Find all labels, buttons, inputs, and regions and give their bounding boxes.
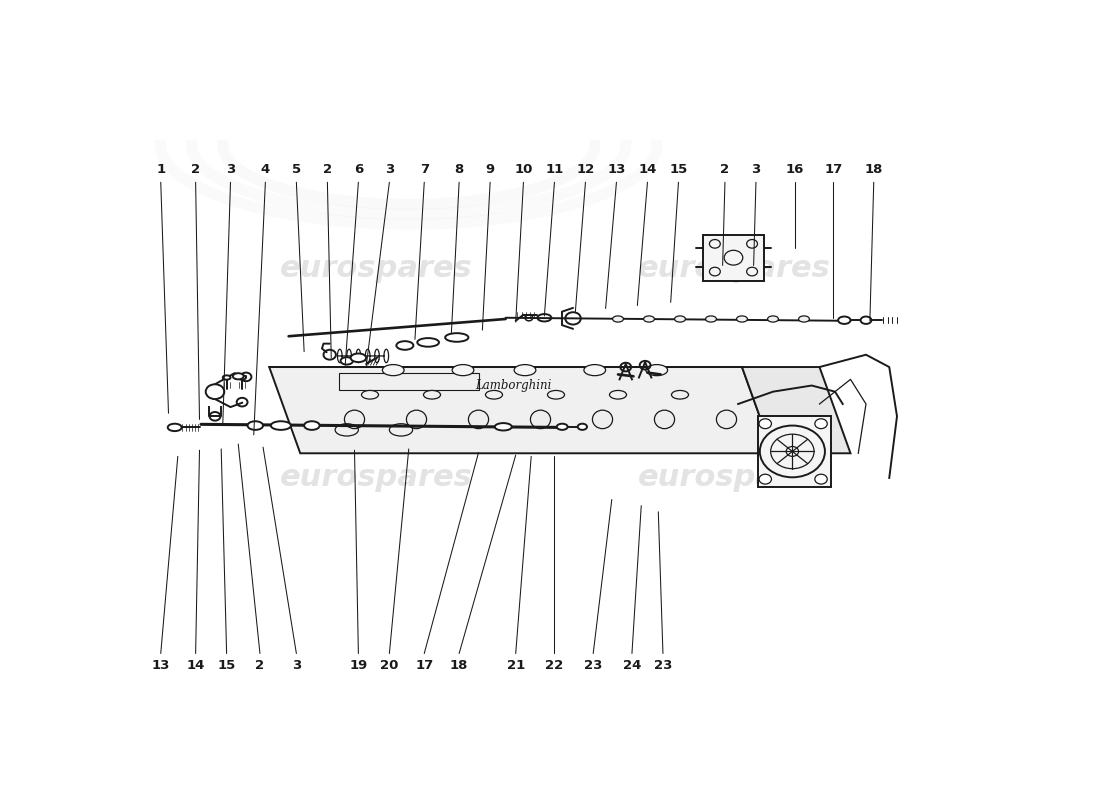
Text: 5: 5: [292, 163, 301, 177]
Bar: [339, 373, 478, 390]
Text: 18: 18: [865, 163, 883, 177]
Text: 11: 11: [546, 163, 563, 177]
Text: 3: 3: [751, 163, 760, 177]
Ellipse shape: [239, 375, 246, 380]
Ellipse shape: [341, 357, 353, 365]
Ellipse shape: [768, 316, 779, 322]
Text: 17: 17: [415, 659, 433, 672]
Ellipse shape: [557, 424, 568, 430]
Text: 24: 24: [623, 659, 641, 672]
Circle shape: [206, 384, 224, 399]
Ellipse shape: [396, 341, 414, 350]
Circle shape: [759, 418, 771, 429]
Text: 4: 4: [261, 163, 270, 177]
Ellipse shape: [417, 338, 439, 346]
Bar: [758, 416, 832, 487]
Text: eurospares: eurospares: [279, 254, 473, 283]
Text: 21: 21: [507, 659, 525, 672]
Text: 3: 3: [226, 163, 235, 177]
Ellipse shape: [248, 422, 263, 430]
Ellipse shape: [737, 316, 747, 322]
Bar: [703, 234, 763, 281]
Polygon shape: [270, 367, 773, 404]
Text: 16: 16: [785, 163, 804, 177]
Text: 17: 17: [824, 163, 843, 177]
Circle shape: [759, 474, 771, 484]
Text: 12: 12: [576, 163, 595, 177]
Text: 2: 2: [322, 163, 332, 177]
Ellipse shape: [654, 410, 674, 429]
Ellipse shape: [167, 424, 182, 431]
Ellipse shape: [485, 390, 503, 399]
Ellipse shape: [351, 354, 366, 362]
Text: 13: 13: [607, 163, 626, 177]
Ellipse shape: [469, 410, 488, 429]
Text: Lamborghini: Lamborghini: [475, 379, 551, 392]
Text: 20: 20: [381, 659, 398, 672]
Ellipse shape: [860, 317, 871, 324]
Text: 3: 3: [385, 163, 394, 177]
Ellipse shape: [495, 423, 512, 430]
Text: 2: 2: [191, 163, 200, 177]
Text: 2: 2: [255, 659, 264, 672]
Text: 2: 2: [720, 163, 729, 177]
Ellipse shape: [446, 333, 469, 342]
Text: eurospares: eurospares: [279, 463, 473, 493]
Text: eurospares: eurospares: [638, 254, 830, 283]
Text: 19: 19: [350, 659, 367, 672]
Ellipse shape: [593, 410, 613, 429]
Text: 6: 6: [354, 163, 363, 177]
Circle shape: [786, 446, 799, 456]
Ellipse shape: [271, 422, 292, 430]
Ellipse shape: [514, 365, 536, 376]
Text: 1: 1: [156, 163, 165, 177]
Text: 15: 15: [669, 163, 688, 177]
Text: 8: 8: [454, 163, 464, 177]
Ellipse shape: [578, 424, 587, 430]
Ellipse shape: [584, 365, 606, 376]
Ellipse shape: [362, 390, 378, 399]
Ellipse shape: [222, 375, 231, 380]
Ellipse shape: [530, 410, 551, 429]
Ellipse shape: [344, 410, 364, 429]
Text: 10: 10: [515, 163, 532, 177]
Text: 23: 23: [584, 659, 603, 672]
Text: 22: 22: [546, 659, 563, 672]
Ellipse shape: [548, 390, 564, 399]
Polygon shape: [270, 367, 773, 454]
Ellipse shape: [705, 316, 716, 322]
Text: 18: 18: [450, 659, 469, 672]
Text: 13: 13: [152, 659, 169, 672]
Text: 9: 9: [485, 163, 495, 177]
Text: 23: 23: [653, 659, 672, 672]
Ellipse shape: [233, 373, 244, 379]
Ellipse shape: [799, 316, 810, 322]
Ellipse shape: [424, 390, 440, 399]
Ellipse shape: [609, 390, 627, 399]
Ellipse shape: [716, 410, 737, 429]
Text: 15: 15: [218, 659, 235, 672]
Ellipse shape: [644, 316, 654, 322]
Text: eurospares: eurospares: [638, 463, 830, 493]
Text: 14: 14: [186, 659, 205, 672]
Text: 7: 7: [420, 163, 429, 177]
Ellipse shape: [674, 316, 685, 322]
Circle shape: [815, 474, 827, 484]
Text: 3: 3: [292, 659, 301, 672]
Ellipse shape: [383, 365, 404, 376]
Ellipse shape: [304, 422, 320, 430]
Ellipse shape: [406, 410, 427, 429]
Ellipse shape: [838, 317, 850, 324]
Ellipse shape: [646, 365, 668, 376]
Text: 14: 14: [638, 163, 657, 177]
Ellipse shape: [613, 316, 624, 322]
Circle shape: [815, 418, 827, 429]
Polygon shape: [742, 367, 850, 454]
Ellipse shape: [452, 365, 474, 376]
Ellipse shape: [671, 390, 689, 399]
